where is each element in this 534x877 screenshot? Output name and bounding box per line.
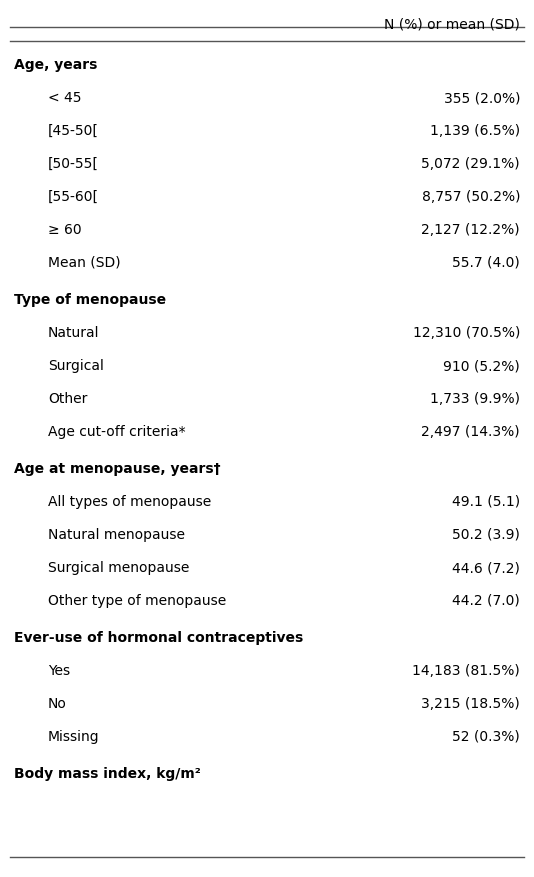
Text: N (%) or mean (SD): N (%) or mean (SD) [384, 18, 520, 32]
Text: 1,733 (9.9%): 1,733 (9.9%) [430, 391, 520, 405]
Text: 8,757 (50.2%): 8,757 (50.2%) [421, 189, 520, 203]
Text: Other type of menopause: Other type of menopause [48, 594, 226, 607]
Text: Natural: Natural [48, 325, 99, 339]
Text: 2,497 (14.3%): 2,497 (14.3%) [421, 424, 520, 438]
Text: Age cut-off criteria*: Age cut-off criteria* [48, 424, 186, 438]
Text: 910 (5.2%): 910 (5.2%) [443, 359, 520, 373]
Text: ≥ 60: ≥ 60 [48, 223, 82, 237]
Text: Surgical menopause: Surgical menopause [48, 560, 190, 574]
Text: All types of menopause: All types of menopause [48, 495, 211, 509]
Text: Surgical: Surgical [48, 359, 104, 373]
Text: 44.2 (7.0): 44.2 (7.0) [452, 594, 520, 607]
Text: 14,183 (81.5%): 14,183 (81.5%) [412, 663, 520, 677]
Text: Natural menopause: Natural menopause [48, 527, 185, 541]
Text: 44.6 (7.2): 44.6 (7.2) [452, 560, 520, 574]
Text: Other: Other [48, 391, 88, 405]
Text: Ever-use of hormonal contraceptives: Ever-use of hormonal contraceptives [14, 631, 303, 645]
Text: 12,310 (70.5%): 12,310 (70.5%) [413, 325, 520, 339]
Text: 55.7 (4.0): 55.7 (4.0) [452, 256, 520, 270]
Text: [45-50[: [45-50[ [48, 124, 99, 138]
Text: No: No [48, 696, 67, 710]
Text: Age, years: Age, years [14, 58, 97, 72]
Text: Mean (SD): Mean (SD) [48, 256, 121, 270]
Text: 49.1 (5.1): 49.1 (5.1) [452, 495, 520, 509]
Text: Type of menopause: Type of menopause [14, 293, 166, 307]
Text: 1,139 (6.5%): 1,139 (6.5%) [430, 124, 520, 138]
Text: 52 (0.3%): 52 (0.3%) [452, 729, 520, 743]
Text: 2,127 (12.2%): 2,127 (12.2%) [421, 223, 520, 237]
Text: < 45: < 45 [48, 91, 82, 105]
Text: Yes: Yes [48, 663, 70, 677]
Text: 5,072 (29.1%): 5,072 (29.1%) [421, 157, 520, 171]
Text: Body mass index, kg/m²: Body mass index, kg/m² [14, 766, 201, 781]
Text: 3,215 (18.5%): 3,215 (18.5%) [421, 696, 520, 710]
Text: Missing: Missing [48, 729, 100, 743]
Text: [50-55[: [50-55[ [48, 157, 99, 171]
Text: [55-60[: [55-60[ [48, 189, 99, 203]
Text: 50.2 (3.9): 50.2 (3.9) [452, 527, 520, 541]
Text: Age at menopause, years†: Age at menopause, years† [14, 461, 221, 475]
Text: 355 (2.0%): 355 (2.0%) [444, 91, 520, 105]
